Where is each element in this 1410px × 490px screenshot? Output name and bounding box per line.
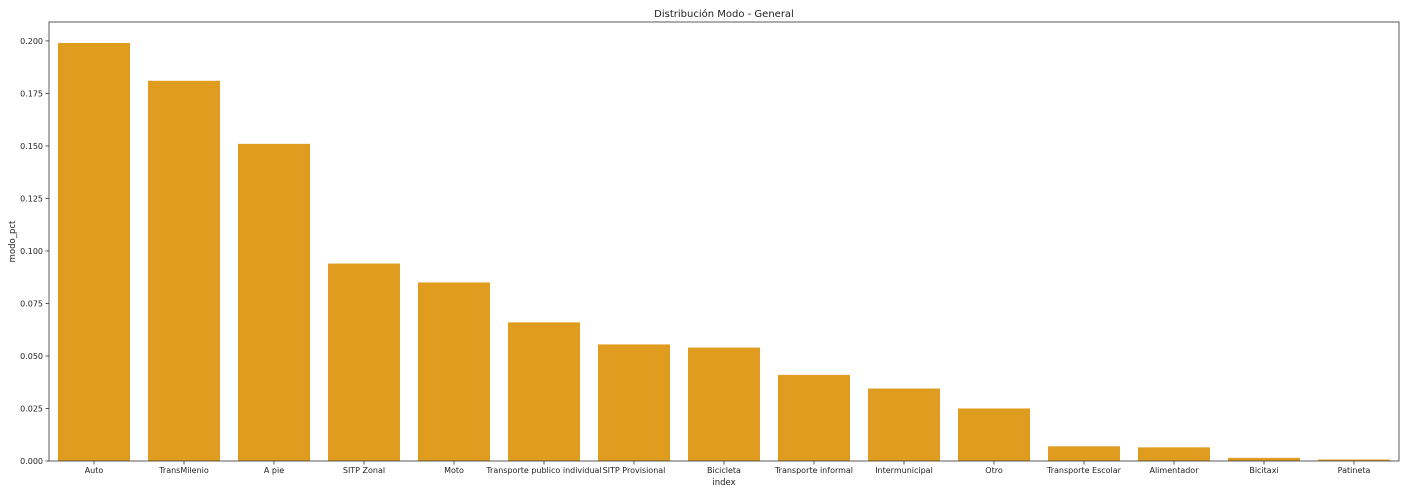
bar: [1048, 446, 1120, 461]
y-tick-label: 0.175: [20, 89, 43, 98]
y-axis-ticks: 0.000 0.025 0.050 0.075 0.100 0.125 0.150 0.175…: [20, 37, 49, 466]
bar: [58, 43, 130, 461]
x-tick-label: Patineta: [1338, 466, 1371, 475]
x-tick-label: Transporte publico individual: [485, 466, 601, 475]
plot-frame: [48, 21, 1400, 462]
bar: [1318, 459, 1390, 461]
bar: [1228, 457, 1300, 461]
bar: [238, 143, 310, 461]
bar: [148, 80, 220, 461]
bar: [1138, 447, 1210, 461]
bar: [688, 347, 760, 461]
y-tick-label: 0.125: [20, 194, 43, 203]
y-tick-label: 0.025: [20, 404, 43, 413]
y-tick-label: 0.100: [20, 247, 43, 256]
chart-title: Distribución Modo - General: [654, 8, 794, 20]
x-tick-label: Transporte Escolar: [1046, 466, 1122, 475]
x-tick-label: A pie: [264, 466, 284, 475]
x-tick-label: SITP Provisional: [603, 466, 666, 475]
bars-group: [58, 43, 1390, 461]
y-tick-label: 0.200: [20, 37, 43, 46]
y-axis-label: modo_pct: [8, 220, 18, 262]
x-axis-label: index: [712, 478, 735, 488]
x-axis-ticks: Auto TransMilenio A pie SITP Zonal Moto Trans…: [85, 461, 1371, 475]
x-tick-label: Intermunicipal: [875, 466, 933, 475]
bar: [508, 322, 580, 461]
y-tick-label: 0.150: [20, 142, 43, 151]
bar: [958, 408, 1030, 461]
bar: [598, 344, 670, 461]
x-tick-label: Bicitaxi: [1249, 466, 1278, 475]
y-tick-label: 0.050: [20, 352, 43, 361]
x-tick-label: Otro: [985, 466, 1003, 475]
x-tick-label: Bicicleta: [707, 466, 741, 475]
bar: [328, 263, 400, 461]
bar: [868, 388, 940, 461]
x-tick-label: SITP Zonal: [343, 466, 385, 475]
x-tick-label: Alimentador: [1149, 466, 1199, 475]
x-tick-label: Transporte informal: [774, 466, 853, 475]
x-tick-label: Moto: [444, 466, 464, 475]
y-tick-label: 0.000: [20, 457, 43, 466]
y-tick-label: 0.075: [20, 299, 43, 308]
x-tick-label: TransMilenio: [158, 466, 209, 475]
bar: [418, 282, 490, 461]
bar: [778, 374, 850, 461]
x-tick-label: Auto: [85, 466, 104, 475]
